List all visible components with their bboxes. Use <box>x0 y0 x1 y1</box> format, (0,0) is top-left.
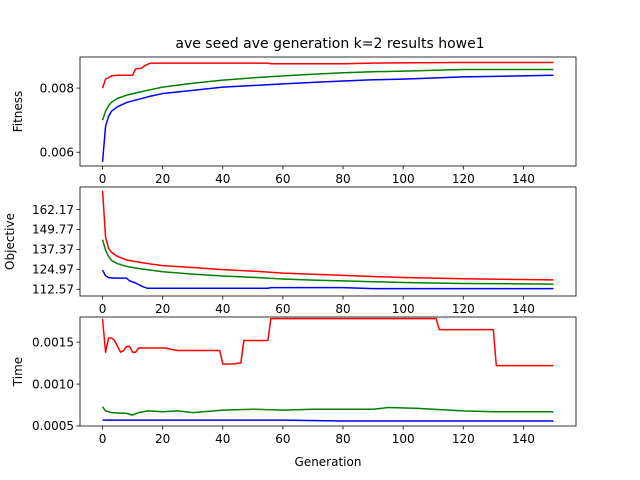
x-tick-label: 20 <box>155 172 170 186</box>
y-axis-label: Time <box>11 357 25 387</box>
x-tick-label: 20 <box>155 302 170 316</box>
series-line-3-2 <box>101 406 554 416</box>
series-line-2-1 <box>101 190 554 281</box>
x-tick-label: 0 <box>99 432 107 446</box>
y-tick-label: 149.77 <box>32 223 74 237</box>
series-line-3-3 <box>102 419 554 422</box>
series-line-1-3 <box>101 74 554 162</box>
y-tick-label: 124.97 <box>32 263 74 277</box>
plot-frame <box>79 316 577 427</box>
x-tick-label: 120 <box>452 172 475 186</box>
y-tick-label: 0.008 <box>40 81 74 95</box>
series-line-1-1 <box>101 61 554 89</box>
x-tick-label: 80 <box>335 302 350 316</box>
series-line-2-3 <box>101 269 554 290</box>
x-tick-label: 60 <box>275 302 290 316</box>
y-tick-label: 0.0005 <box>32 419 74 433</box>
x-tick-label: 140 <box>512 302 535 316</box>
x-tick-label: 80 <box>335 432 350 446</box>
x-axis-label: Generation <box>295 455 362 469</box>
y-tick-label: 0.0010 <box>32 377 74 391</box>
y-tick-label: 137.37 <box>32 243 74 257</box>
x-tick-label: 100 <box>392 172 415 186</box>
y-tick-label: 162.17 <box>32 203 74 217</box>
plot-frame <box>79 56 577 167</box>
x-tick-label: 60 <box>275 172 290 186</box>
x-tick-label: 40 <box>215 302 230 316</box>
y-axis-label: Objective <box>3 213 17 270</box>
series-line-1-2 <box>101 68 554 121</box>
x-tick-label: 100 <box>392 432 415 446</box>
x-tick-label: 0 <box>99 172 107 186</box>
y-tick-label: 112.57 <box>32 282 74 296</box>
x-tick-label: 80 <box>335 172 350 186</box>
x-tick-label: 40 <box>215 172 230 186</box>
x-tick-label: 120 <box>452 302 475 316</box>
x-tick-label: 0 <box>99 302 107 316</box>
x-tick-label: 20 <box>155 432 170 446</box>
series-line-3-1 <box>101 317 554 367</box>
plot-frame <box>79 186 577 297</box>
x-tick-label: 140 <box>512 432 535 446</box>
y-axis-label: Fitness <box>11 91 25 133</box>
subplot-3: 0 20 40 60 80 100 120 140 0.0005 0.0010 0.0015 Time… <box>11 316 577 469</box>
x-tick-label: 120 <box>452 432 475 446</box>
x-tick-label: 60 <box>275 432 290 446</box>
x-tick-label: 100 <box>392 302 415 316</box>
subplot-2: 0 20 40 60 80 100 120 140 112.57 124.97 137.37 149.… <box>3 186 577 316</box>
series-line-2-2 <box>101 239 554 285</box>
y-tick-label: 0.006 <box>40 145 74 159</box>
x-tick-label: 40 <box>215 432 230 446</box>
chart-title: ave seed ave generation k=2 results howe… <box>175 36 484 52</box>
y-tick-label: 0.0015 <box>32 335 74 349</box>
subplot-1: 0 20 40 60 80 100 120 140 0.006 0.008 Fitness <box>11 56 577 186</box>
plots: 0 20 40 60 80 100 120 140 0.006 0.008 Fitness 0 20 40… <box>3 56 577 469</box>
x-tick-label: 140 <box>512 172 535 186</box>
